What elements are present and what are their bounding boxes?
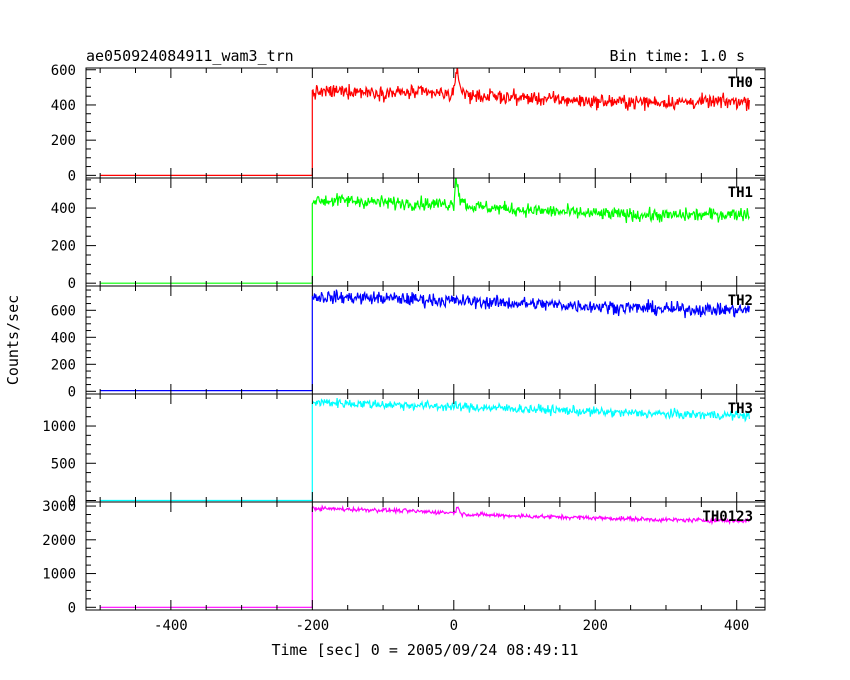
y-tick-label: 500 — [51, 456, 76, 472]
y-tick-label: 200 — [51, 357, 76, 373]
series-line-th0 — [100, 68, 750, 176]
y-tick-label: 3000 — [42, 499, 76, 515]
panel-label-th0: TH0 — [728, 75, 753, 91]
panel-frame — [85, 501, 766, 611]
series-line-th1 — [100, 178, 750, 284]
panel-frame — [85, 393, 766, 503]
series-line-th2 — [100, 289, 750, 392]
panel-th3: 0 500 1000 TH3 — [42, 393, 766, 510]
y-tick-label: 1000 — [42, 419, 76, 435]
panel-label-th1: TH1 — [728, 185, 753, 201]
y-tick-label: 600 — [51, 63, 76, 79]
y-tick-label: 400 — [51, 330, 76, 346]
panels-group: 0 200 400 600 TH0 0 200 400 TH1 0 200 400 600 TH2 0 500… — [42, 63, 766, 634]
y-tick-label: 0 — [68, 384, 76, 400]
panel-frame — [85, 177, 766, 287]
y-axis-title: Counts/sec — [4, 295, 22, 385]
panel-th0123: 0 1000 2000 3000 TH0123 — [42, 499, 766, 616]
y-tick-label: 2000 — [42, 533, 76, 549]
x-tick-label: 400 — [724, 618, 749, 634]
x-tick-label: -200 — [295, 618, 329, 634]
y-tick-label: 200 — [51, 239, 76, 255]
series-line-th0123 — [100, 504, 750, 608]
panel-th1: 0 200 400 TH1 — [51, 177, 766, 292]
x-tick-label: -400 — [154, 618, 188, 634]
y-tick-label: 0 — [68, 600, 76, 616]
panel-label-th2: TH2 — [728, 293, 753, 309]
panel-th2: 0 200 400 600 TH2 — [51, 285, 766, 400]
panel-label-th3: TH3 — [728, 401, 753, 417]
panel-th0: 0 200 400 600 TH0 — [51, 63, 766, 184]
y-tick-label: 400 — [51, 98, 76, 114]
y-tick-label: 1000 — [42, 567, 76, 583]
series-line-th3 — [100, 397, 750, 502]
bin-time-label: Bin time: 1.0 s — [610, 47, 745, 65]
y-tick-label: 200 — [51, 133, 76, 149]
x-axis-title: Time [sec] 0 = 2005/09/24 08:49:11 — [271, 641, 578, 659]
panel-frame — [85, 67, 766, 179]
panel-label-th0123: TH0123 — [702, 509, 753, 525]
y-tick-label: 400 — [51, 201, 76, 217]
y-tick-label: 0 — [68, 494, 76, 510]
x-tick-label: 0 — [450, 618, 458, 634]
chart-title: ae050924084911_wam3_trn — [86, 47, 294, 65]
x-tick-label: 200 — [583, 618, 608, 634]
y-tick-label: 0 — [68, 276, 76, 292]
y-tick-label: 600 — [51, 303, 76, 319]
y-tick-label: 0 — [68, 168, 76, 184]
